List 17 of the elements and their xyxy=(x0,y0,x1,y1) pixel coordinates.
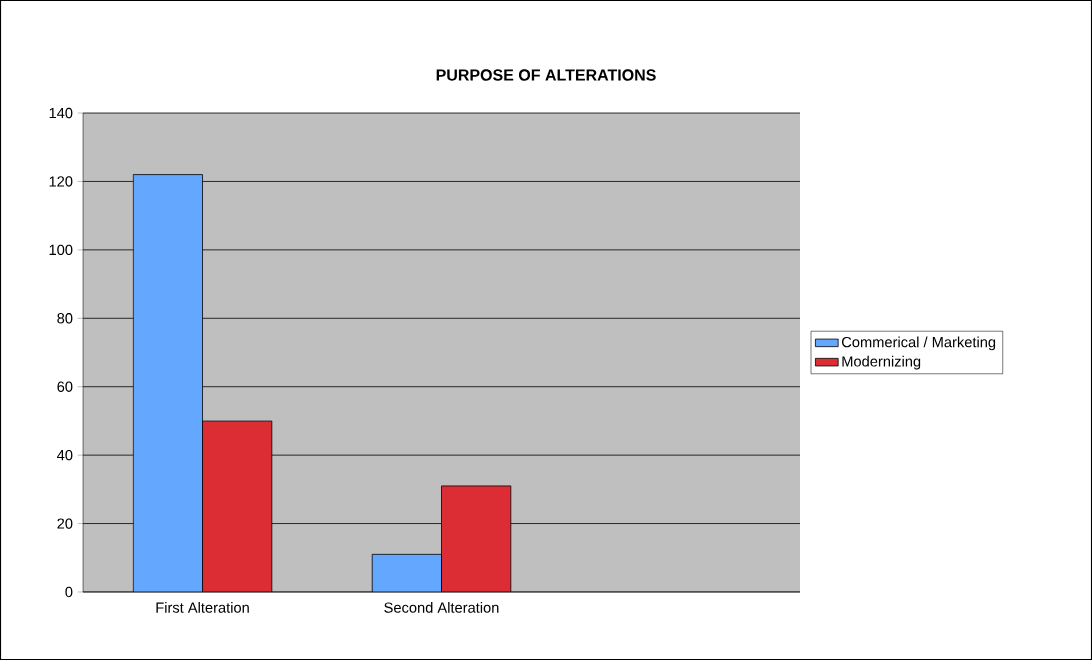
x-tick-label: First Alteration xyxy=(156,602,249,613)
y-tick-label: 100 xyxy=(49,244,73,256)
x-tick-label: Second Alteration xyxy=(384,602,499,613)
y-tick-label: 0 xyxy=(65,586,73,598)
y-tick-label: 20 xyxy=(57,518,73,529)
bar xyxy=(132,174,203,592)
y-tick-label: 120 xyxy=(49,176,73,187)
y-tick-label: 60 xyxy=(57,381,73,392)
bar xyxy=(441,485,512,592)
chart-title: PURPOSE OF ALTERATIONS xyxy=(436,69,656,81)
y-tick-label: 140 xyxy=(49,107,73,119)
legend-label: Commerical / Marketing xyxy=(841,336,996,351)
bar xyxy=(371,553,442,592)
y-tick-label: 40 xyxy=(57,449,73,461)
bar xyxy=(202,420,273,592)
legend-label: Modernizing xyxy=(842,355,921,370)
y-tick-label: 80 xyxy=(57,313,73,324)
